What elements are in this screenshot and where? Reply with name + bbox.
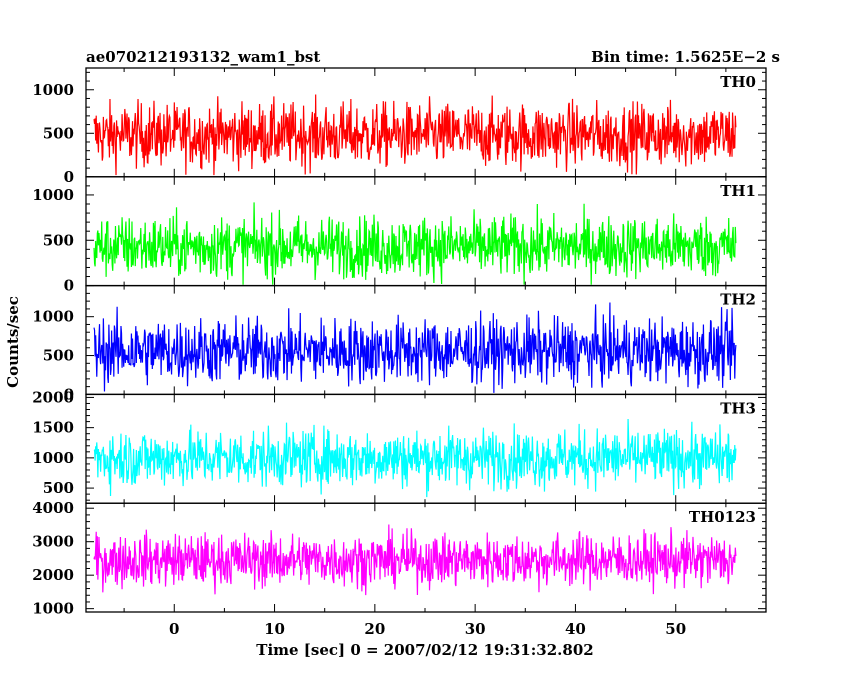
y-tick-label: 500 <box>43 347 74 365</box>
y-tick-label: 500 <box>43 124 74 142</box>
y-tick-label: 1000 <box>32 81 74 99</box>
panel-name-label: TH2 <box>720 291 756 309</box>
y-tick-label: 4000 <box>32 499 74 517</box>
y-tick-label: 2000 <box>32 566 74 584</box>
series-line-th0123 <box>93 524 737 596</box>
y-tick-label: 1000 <box>32 186 74 204</box>
x-tick-label: 20 <box>364 620 385 638</box>
series-line-th3 <box>93 418 737 498</box>
y-tick-label: 2000 <box>32 388 74 406</box>
y-tick-label: 0 <box>64 277 74 295</box>
y-tick-label: 1000 <box>32 308 74 326</box>
panel-name-label: TH0123 <box>689 508 756 526</box>
x-tick-label: 40 <box>565 620 586 638</box>
panel-th0123: 1000 2000 3000 4000 TH0123 <box>32 499 767 618</box>
y-tick-label: 1000 <box>32 600 74 618</box>
panel-name-label: TH0 <box>720 73 756 91</box>
panel-frame <box>85 502 767 613</box>
series-line-th2 <box>93 302 737 393</box>
plot-title-left: ae070212193132_wam1_bst <box>86 48 320 66</box>
y-tick-label: 500 <box>43 231 74 249</box>
y-axis-label: Counts/sec <box>4 296 22 388</box>
y-tick-label: 0 <box>64 385 74 403</box>
y-tick-label: 0 <box>64 168 74 186</box>
x-tick-label: 30 <box>465 620 486 638</box>
y-tick-label: 1000 <box>32 449 74 467</box>
x-tick-label: 0 <box>169 620 179 638</box>
panel-th3: 500 1000 1500 2000 TH3 <box>32 388 767 504</box>
x-tick-label: 50 <box>665 620 686 638</box>
panel-th0: 0 500 1000 TH0 <box>32 67 767 186</box>
panel-th2: 0 500 1000 TH2 <box>32 284 767 403</box>
x-tick-label: 10 <box>264 620 285 638</box>
panel-name-label: TH3 <box>720 399 756 417</box>
panel-th1: 0 500 1000 TH1 <box>32 176 767 295</box>
y-tick-label: 3000 <box>32 533 74 551</box>
panel-name-label: TH1 <box>720 182 756 200</box>
y-tick-label: 1500 <box>32 419 74 437</box>
series-line-th0 <box>93 94 737 176</box>
y-tick-label: 500 <box>43 479 74 497</box>
x-axis-label: Time [sec] 0 = 2007/02/12 19:31:32.802 <box>256 641 593 659</box>
plot-title-right: Bin time: 1.5625E−2 s <box>591 48 780 66</box>
series-line-th1 <box>93 202 737 285</box>
